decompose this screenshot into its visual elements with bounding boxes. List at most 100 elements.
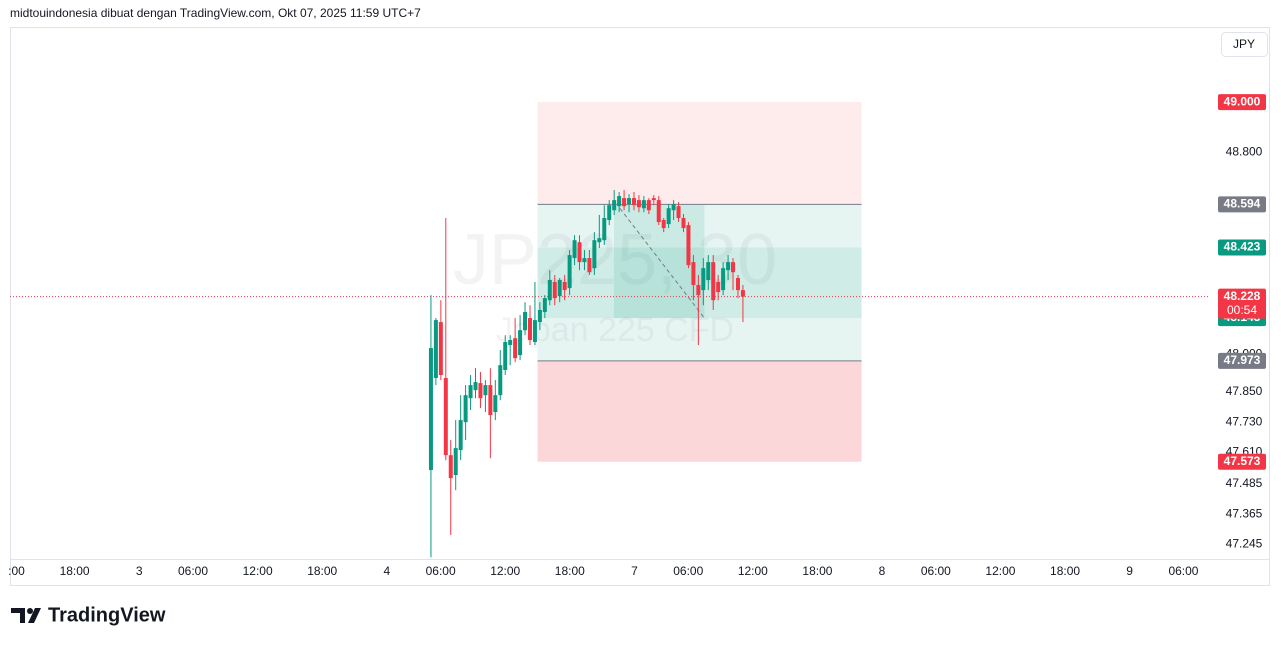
candle-body bbox=[597, 238, 602, 243]
x-tick-label: 9 bbox=[1126, 564, 1133, 578]
candle-body bbox=[735, 277, 740, 291]
candle-body bbox=[567, 255, 572, 289]
candle-body bbox=[666, 208, 671, 225]
price-tag-label: 48.228 bbox=[1224, 289, 1261, 303]
candle-body bbox=[433, 320, 438, 379]
candle-body bbox=[587, 258, 592, 273]
price-tag bbox=[1218, 453, 1266, 470]
candle-body bbox=[458, 420, 463, 451]
x-tick-label: 12:00 bbox=[985, 564, 1015, 578]
x-tick-label: 4 bbox=[383, 564, 390, 578]
y-tick-label: 48.800 bbox=[1226, 145, 1263, 159]
candle-body bbox=[716, 282, 721, 293]
candle-body bbox=[488, 385, 493, 416]
candle-body bbox=[542, 298, 547, 313]
candle-body bbox=[627, 198, 632, 205]
x-tick-label: 7 bbox=[631, 564, 638, 578]
candle-body bbox=[711, 262, 716, 301]
header: midtouindonesia dibuat dengan TradingVie… bbox=[10, 6, 421, 20]
price-tag bbox=[1218, 239, 1266, 256]
x-tick-label: 3 bbox=[136, 564, 143, 578]
candle-body bbox=[721, 268, 726, 291]
candle-body bbox=[523, 312, 528, 331]
x-tick-label: 12:00 bbox=[243, 564, 273, 578]
candle-body bbox=[453, 448, 458, 476]
candle-body bbox=[448, 455, 453, 479]
candle-body bbox=[503, 342, 508, 370]
currency-button[interactable] bbox=[1221, 32, 1268, 57]
candle-body bbox=[572, 240, 577, 259]
candle-body bbox=[602, 218, 607, 241]
candle-body bbox=[498, 365, 503, 396]
candle-body bbox=[562, 282, 567, 291]
candle-body bbox=[617, 196, 622, 207]
candle-body bbox=[726, 262, 731, 271]
candle-body bbox=[686, 225, 691, 266]
price-tag bbox=[1218, 352, 1266, 369]
x-tick-label: 06:00 bbox=[1168, 564, 1198, 578]
candle-body bbox=[557, 280, 562, 297]
candle-body bbox=[641, 200, 646, 209]
candle-body bbox=[532, 320, 537, 343]
price-tag-label: 49.000 bbox=[1224, 94, 1261, 108]
candle-body bbox=[483, 385, 488, 396]
price-tag bbox=[1218, 94, 1266, 111]
candle-body bbox=[631, 198, 636, 206]
candle-body bbox=[656, 200, 661, 223]
trade-path bbox=[619, 208, 705, 319]
position-zone bbox=[537, 102, 862, 205]
candle-body bbox=[607, 205, 612, 221]
candle-body bbox=[701, 268, 706, 291]
candle-body bbox=[706, 262, 711, 281]
y-tick-label: 47.485 bbox=[1226, 476, 1263, 490]
candle-body bbox=[646, 200, 651, 211]
candle-body bbox=[527, 318, 532, 340]
y-tick-label: 47.365 bbox=[1226, 506, 1263, 520]
candle-body bbox=[691, 262, 696, 286]
x-tick-label: 12:00 bbox=[738, 564, 768, 578]
x-tick-label: 06:00 bbox=[426, 564, 456, 578]
x-tick-label: 18:00 bbox=[555, 564, 585, 578]
position-zone bbox=[537, 247, 862, 319]
price-tag-label: 48.423 bbox=[1224, 240, 1261, 254]
candle-body bbox=[513, 338, 518, 359]
price-tag bbox=[1218, 196, 1266, 213]
brand-logo bbox=[11, 608, 41, 623]
y-tick-label: 47.730 bbox=[1226, 414, 1263, 428]
price-tag-label: 47.573 bbox=[1224, 454, 1261, 468]
candle-body bbox=[508, 339, 513, 346]
candle-body bbox=[592, 240, 597, 269]
chart-frame bbox=[10, 27, 1270, 586]
x-tick-label: 12:00 bbox=[490, 564, 520, 578]
candle-body bbox=[651, 198, 656, 201]
x-tick-label: 8 bbox=[879, 564, 886, 578]
candle-body bbox=[473, 382, 478, 391]
candle-body bbox=[622, 198, 627, 207]
candle-body bbox=[636, 200, 641, 208]
x-tick-label: 18:00 bbox=[307, 564, 337, 578]
x-tick-label: 06:00 bbox=[921, 564, 951, 578]
position-zone bbox=[537, 360, 862, 462]
candle-body bbox=[552, 282, 557, 299]
price-tag-label: 47.973 bbox=[1224, 353, 1261, 367]
candle-body bbox=[671, 204, 676, 211]
countdown: 00:54 bbox=[1227, 303, 1257, 317]
candle-body bbox=[428, 348, 433, 471]
price-tag bbox=[1218, 288, 1266, 319]
y-tick-label: 47.245 bbox=[1226, 537, 1263, 551]
candle-body bbox=[443, 378, 448, 456]
brand: TradingView bbox=[48, 604, 166, 626]
candle-body bbox=[537, 310, 542, 323]
position-zone bbox=[537, 204, 862, 361]
y-tick-label: 47.850 bbox=[1226, 384, 1263, 398]
candle-body bbox=[696, 285, 701, 296]
candle-body bbox=[547, 280, 552, 301]
currency-label[interactable]: JPY bbox=[1233, 37, 1255, 51]
candle-body bbox=[518, 330, 523, 356]
candle-body bbox=[676, 206, 681, 219]
x-tick-label: 18:00 bbox=[1050, 564, 1080, 578]
candle-body bbox=[661, 220, 666, 229]
x-tick-label: 06:00 bbox=[673, 564, 703, 578]
